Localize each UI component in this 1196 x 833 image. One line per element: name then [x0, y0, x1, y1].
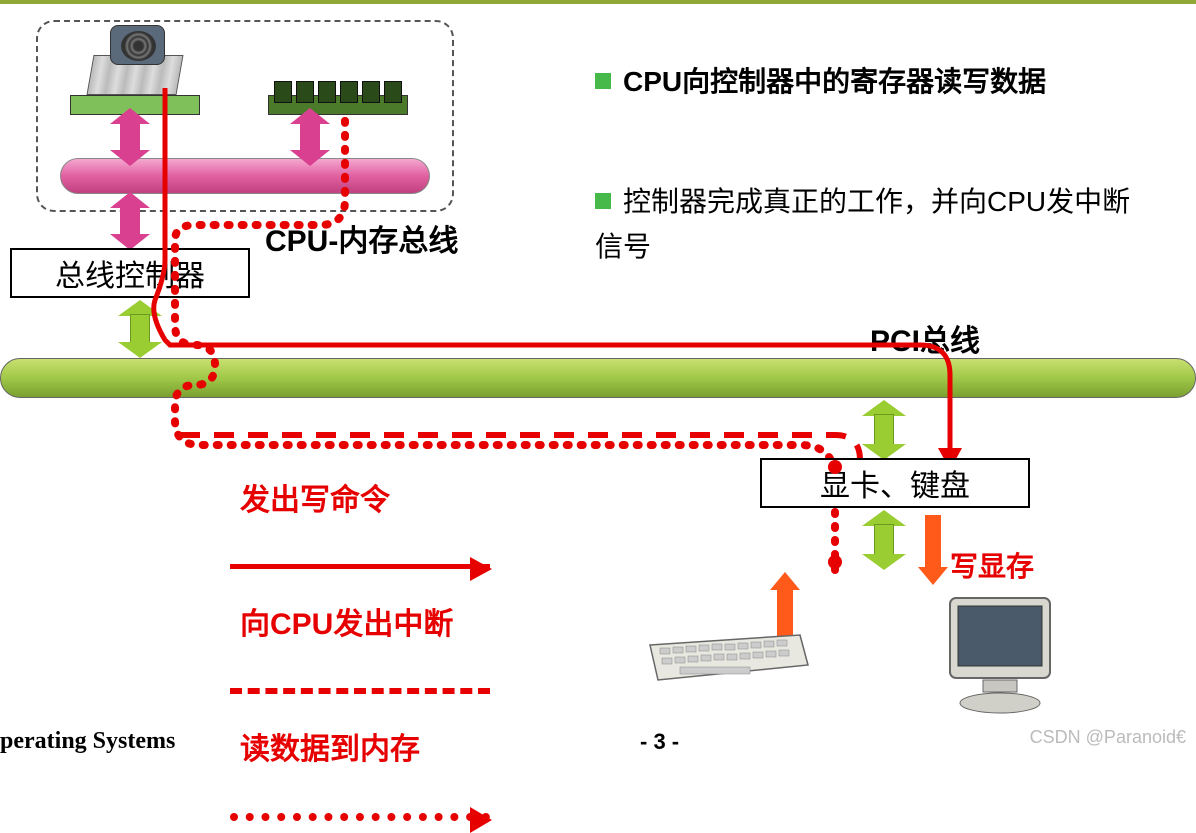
cpu-icon	[60, 25, 210, 115]
watermark: CSDN @Paranoid€	[1030, 727, 1186, 748]
bus-controller-label: 总线控制器	[55, 251, 205, 295]
legend-dash-row: 向CPU发出中断	[230, 599, 490, 694]
orange-arrow-down	[918, 515, 948, 585]
green-arrow	[118, 300, 162, 358]
pink-arrow	[290, 108, 330, 166]
legend-dot-text: 读数据到内存	[240, 724, 500, 768]
pci-bus-label: PCI总线	[870, 316, 980, 360]
bullet-2: 控制器完成真正的工作，并向CPU发中断信号	[595, 180, 1155, 270]
bullet-1-text: CPU向控制器中的寄存器读写数据	[623, 66, 1046, 97]
green-arrow	[862, 400, 906, 460]
legend-solid-text: 发出写命令	[240, 475, 500, 519]
legend-dot-line	[230, 813, 490, 821]
footer-page: - 3 -	[640, 729, 679, 755]
footer-left: perating Systems	[0, 728, 175, 755]
ram-icon	[268, 80, 408, 115]
display-keyboard-label: 显卡、键盘	[820, 461, 970, 505]
bullet-square-icon	[595, 193, 611, 209]
keyboard-icon	[640, 610, 810, 690]
top-border	[0, 0, 1196, 4]
legend-solid-line	[230, 564, 490, 569]
monitor-icon	[935, 588, 1065, 718]
legend-dot-row: 读数据到内存	[230, 724, 490, 821]
bullet-2-text: 控制器完成真正的工作，并向CPU发中断信号	[595, 186, 1130, 262]
legend-dash-text: 向CPU发出中断	[240, 599, 500, 643]
bullet-square-icon	[595, 73, 611, 89]
pink-arrow	[110, 192, 150, 250]
legend: 发出写命令 向CPU发出中断 读数据到内存	[230, 475, 490, 821]
red-dot	[828, 555, 842, 569]
bus-controller-box: 总线控制器	[10, 248, 250, 298]
display-keyboard-box: 显卡、键盘	[760, 458, 1030, 508]
red-dot	[828, 460, 842, 474]
green-arrow	[862, 510, 906, 570]
bullet-1: CPU向控制器中的寄存器读写数据	[595, 60, 1155, 105]
legend-dash-line	[230, 688, 490, 694]
pink-arrow	[110, 108, 150, 166]
red-dashed-path	[180, 435, 860, 460]
cpu-mem-bus-label: CPU-内存总线	[265, 216, 458, 260]
write-vram-label: 写显存	[950, 545, 1034, 585]
legend-solid-row: 发出写命令	[230, 475, 490, 569]
green-bus	[0, 358, 1196, 398]
